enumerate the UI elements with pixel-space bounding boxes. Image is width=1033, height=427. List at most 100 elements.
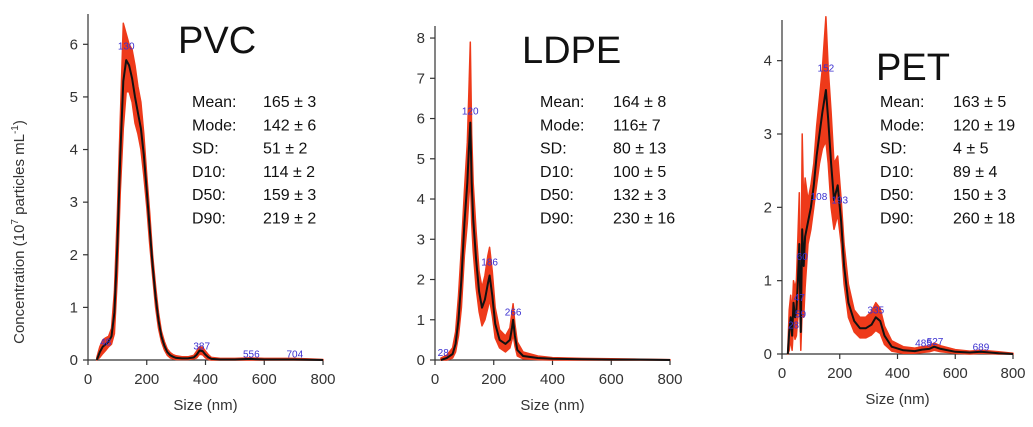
ldpe-stat-value: 164 ± 8 (613, 94, 666, 111)
y-axis-label-main: Concentration (10 (11, 225, 28, 344)
ldpe-stat-value: 100 ± 5 (613, 164, 666, 181)
pvc-stat-name: Mode: (192, 117, 236, 134)
pvc-mean-line (95, 59, 324, 361)
ldpe-x-tick-label: 0 (431, 371, 439, 388)
pet-y-tick-label: 0 (764, 346, 772, 363)
pvc-y-tick-label: 1 (70, 299, 78, 316)
ldpe-mean-line (440, 121, 671, 361)
pet-peak-label: 60 (797, 252, 809, 263)
pvc-title: PVC (178, 20, 256, 62)
pet-stat-value: 120 ± 19 (953, 117, 1015, 134)
pet-peak-label: 28 (788, 320, 800, 331)
pvc-y-tick-label: 2 (70, 247, 78, 264)
ldpe-x-tick-label: 600 (599, 371, 624, 388)
ldpe-stat-value: 230 ± 16 (613, 211, 675, 228)
ldpe-stat-name: D10: (540, 164, 574, 181)
ldpe-stat-name: SD: (540, 141, 567, 158)
ldpe-x-axis-label: Size (nm) (520, 397, 584, 414)
pet-y-tick-label: 1 (764, 273, 772, 290)
ldpe-y-tick-label: 2 (417, 272, 425, 289)
pet-stat-name: D10: (880, 164, 914, 181)
pet-peak-label: 527 (927, 337, 944, 348)
pet-title: PET (876, 47, 950, 89)
panel-pvc: 0 1 2 3 4 5 6 0 200 400 600 800 Size (nm) 48 130 387 556… (70, 14, 336, 414)
pvc-peak-label: 130 (118, 42, 135, 53)
ldpe-stat-value: 132 ± 3 (613, 187, 666, 204)
ldpe-peak-label: 120 (462, 107, 479, 118)
pvc-stat-value: 114 ± 2 (263, 164, 315, 181)
pet-peak-label: 108 (811, 192, 828, 203)
y-axis-label: Concentration (107 particles mL-1) (10, 120, 28, 344)
pvc-stat-name: Mean: (192, 94, 236, 111)
panel-ldpe: 0 1 2 3 4 5 6 7 8 0 200 400 600 800 Size (nm) 28 120 186 2… (417, 26, 683, 414)
y-axis-label-end: ) (11, 120, 28, 125)
pet-peak-label: 689 (973, 342, 990, 353)
pvc-peak-label: 556 (243, 349, 260, 360)
ldpe-y-tick-label: 7 (417, 70, 425, 87)
ldpe-y-tick-label: 6 (417, 111, 425, 128)
pvc-stat-name: D90: (192, 211, 226, 228)
ldpe-stat-value: 80 ± 13 (613, 141, 666, 158)
pvc-x-axis-label: Size (nm) (173, 397, 237, 414)
pet-peak-label: 59 (795, 309, 807, 320)
pet-x-tick-label: 800 (1000, 365, 1025, 382)
pet-stat-name: Mode: (880, 117, 924, 134)
pvc-stat-name: SD: (192, 141, 219, 158)
pet-stat-name: Mean: (880, 94, 924, 111)
ldpe-peak-label: 186 (481, 257, 498, 268)
pet-stat-name: SD: (880, 141, 907, 158)
pet-stat-value: 89 ± 4 (953, 164, 997, 181)
pvc-x-tick-label: 0 (84, 371, 92, 388)
pet-y-tick-label: 3 (764, 126, 772, 143)
pvc-stat-value: 51 ± 2 (263, 141, 307, 158)
pet-x-tick-label: 0 (778, 365, 786, 382)
pvc-y-tick-label: 0 (70, 352, 78, 369)
pet-y-tick-label: 2 (764, 199, 772, 216)
ldpe-title: LDPE (522, 30, 621, 72)
pet-x-tick-label: 400 (885, 365, 910, 382)
pvc-peak-label: 387 (193, 341, 210, 352)
pet-peak-label: 335 (868, 306, 885, 317)
pvc-y-tick-label: 6 (70, 36, 78, 53)
pet-stat-value: 4 ± 5 (953, 141, 989, 158)
ldpe-y-tick-label: 0 (417, 352, 425, 369)
y-axis-label-sup2: -1 (10, 125, 21, 134)
ldpe-y-tick-label: 8 (417, 30, 425, 47)
pvc-stat-value: 159 ± 3 (263, 187, 316, 204)
pvc-y-tick-label: 3 (70, 194, 78, 211)
pet-peak-label: 152 (818, 64, 835, 75)
pvc-y-tick-label: 5 (70, 89, 78, 106)
pvc-peak-label: 704 (286, 349, 303, 360)
y-axis-label-rest: particles mL (11, 134, 28, 219)
pvc-stat-value: 219 ± 2 (263, 211, 316, 228)
pvc-stat-value: 165 ± 3 (263, 94, 316, 111)
pet-peak-label: 47 (794, 293, 806, 304)
ldpe-x-tick-label: 400 (540, 371, 565, 388)
y-axis-label-sup: 7 (10, 219, 21, 225)
pet-x-tick-label: 200 (827, 365, 852, 382)
ldpe-stat-name: D90: (540, 211, 574, 228)
ldpe-y-tick-label: 3 (417, 231, 425, 248)
ldpe-x-tick-label: 800 (657, 371, 682, 388)
pvc-x-tick-label: 600 (252, 371, 277, 388)
pet-x-tick-label: 600 (943, 365, 968, 382)
pet-stat-name: D50: (880, 187, 914, 204)
ldpe-y-tick-label: 4 (417, 191, 425, 208)
pvc-x-tick-label: 800 (310, 371, 335, 388)
pvc-x-tick-label: 200 (134, 371, 159, 388)
pet-stat-value: 150 ± 3 (953, 187, 1006, 204)
pvc-stat-value: 142 ± 6 (263, 117, 316, 134)
pvc-peak-label: 48 (100, 337, 112, 348)
pet-x-axis-label: Size (nm) (865, 391, 929, 408)
ldpe-peak-label: 28 (438, 348, 450, 359)
ldpe-y-tick-label: 1 (417, 312, 425, 329)
pvc-y-tick-label: 4 (70, 142, 78, 159)
ldpe-peak-label: 266 (505, 308, 522, 319)
pet-y-tick-label: 4 (764, 53, 772, 70)
ldpe-stat-name: D50: (540, 187, 574, 204)
pet-stat-value: 260 ± 18 (953, 211, 1015, 228)
ldpe-stat-name: Mode: (540, 117, 584, 134)
ldpe-stat-value: 116± 7 (613, 117, 661, 134)
